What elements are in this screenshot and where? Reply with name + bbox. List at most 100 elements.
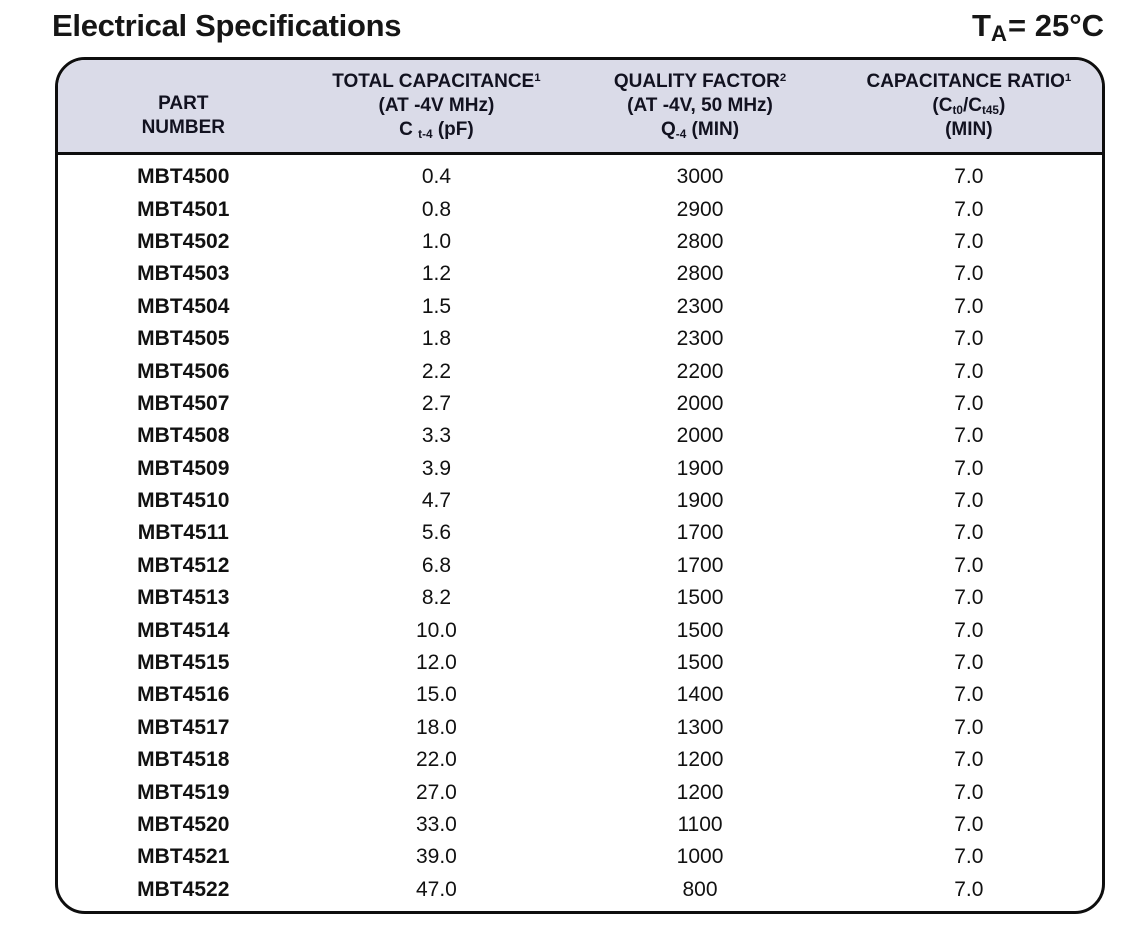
part-number-cell: MBT4503 <box>137 262 230 286</box>
column-header-total-capacitance: TOTAL CAPACITANCE1 (AT -4V MHz) C t-4 (pF) <box>332 70 541 142</box>
capacitance-ratio-cell: 7.0 <box>954 651 984 675</box>
total-capacitance-cell: 3.3 <box>421 424 452 448</box>
table-row: MBT4502 1.0 2800 7.0 <box>58 226 1102 258</box>
total-capacitance-cell: 3.9 <box>421 456 452 480</box>
capacitance-ratio-cell: 7.0 <box>954 683 984 707</box>
capacitance-ratio-cell: 7.0 <box>954 197 984 221</box>
table-row: MBT4510 4.7 1900 7.0 <box>58 485 1102 517</box>
capacitance-ratio-cell: 7.0 <box>954 877 984 901</box>
total-capacitance-cell: 5.6 <box>421 521 452 545</box>
quality-factor-cell: 1500 <box>676 618 724 642</box>
capacitance-ratio-cell: 7.0 <box>954 229 984 253</box>
part-number-cell: MBT4500 <box>137 165 230 189</box>
quality-factor-cell: 1500 <box>676 586 724 610</box>
table-row: MBT4512 6.8 1700 7.0 <box>58 550 1102 582</box>
part-number-cell: MBT4514 <box>137 618 230 642</box>
column-header-quality-factor: QUALITY FACTOR2 (AT -4V, 50 MHz) Q-4 (MIN) <box>613 70 787 142</box>
part-number-cell: MBT4521 <box>137 845 230 869</box>
capacitance-ratio-cell: 7.0 <box>954 521 984 545</box>
capacitance-ratio-cell: 7.0 <box>954 748 984 772</box>
capacitance-ratio-cell: 7.0 <box>954 715 984 739</box>
column-header-part-number: PART NUMBER <box>141 92 225 138</box>
part-number-cell: MBT4502 <box>137 229 230 253</box>
quality-factor-cell: 2800 <box>676 229 724 253</box>
quality-factor-cell: 2300 <box>676 327 724 351</box>
quality-factor-cell: 1900 <box>676 489 724 513</box>
total-capacitance-cell: 0.4 <box>421 165 452 189</box>
quality-factor-cell: 1300 <box>676 715 724 739</box>
total-capacitance-cell: 1.0 <box>421 229 452 253</box>
table-row: MBT4519 27.0 1200 7.0 <box>58 776 1102 808</box>
quality-factor-cell: 1100 <box>677 813 723 836</box>
part-number-cell: MBT4512 <box>137 553 230 577</box>
total-capacitance-cell: 22.0 <box>415 748 457 772</box>
part-number-cell: MBT4501 <box>137 197 230 221</box>
quality-factor-cell: 2900 <box>676 197 724 221</box>
part-number-cell: MBT4511 <box>137 521 229 545</box>
quality-factor-cell: 2800 <box>676 262 724 286</box>
quality-factor-cell: 3000 <box>676 165 724 189</box>
page-title: Electrical Specifications <box>52 8 402 43</box>
table-row: MBT4514 10.0 1500 7.0 <box>58 614 1102 646</box>
table-row: MBT4513 8.2 1500 7.0 <box>58 582 1102 614</box>
total-capacitance-cell: 18.0 <box>415 715 457 739</box>
capacitance-ratio-cell: 7.0 <box>954 359 984 383</box>
quality-factor-cell: 2000 <box>676 424 724 448</box>
electrical-specifications-table: PART NUMBER TOTAL CAPACITANCE1 (AT -4V MHz… <box>55 57 1105 914</box>
quality-factor-cell: 1500 <box>676 651 724 675</box>
total-capacitance-cell: 1.8 <box>421 327 452 351</box>
table-row: MBT4518 22.0 1200 7.0 <box>58 744 1102 776</box>
part-number-cell: MBT4510 <box>137 489 230 513</box>
capacitance-ratio-cell: 7.0 <box>954 424 984 448</box>
capacitance-ratio-cell: 7.0 <box>954 327 984 351</box>
capacitance-ratio-cell: 7.0 <box>954 294 984 318</box>
part-number-cell: MBT4505 <box>137 327 230 351</box>
table-row: MBT4508 3.3 2000 7.0 <box>58 420 1102 452</box>
capacitance-ratio-cell: 7.0 <box>954 586 984 610</box>
total-capacitance-cell: 8.2 <box>421 586 452 610</box>
temperature-value: = 25°C <box>1008 8 1104 43</box>
capacitance-ratio-cell: 7.0 <box>954 456 984 480</box>
quality-factor-cell: 1200 <box>676 748 724 772</box>
table-row: MBT4516 15.0 1400 7.0 <box>58 679 1102 711</box>
temperature-symbol: T <box>971 8 991 43</box>
page-header: Electrical Specifications TA= 25°C <box>0 0 1148 46</box>
total-capacitance-cell: 2.7 <box>421 391 452 415</box>
quality-factor-cell: 2000 <box>676 391 724 415</box>
total-capacitance-cell: 6.8 <box>421 553 452 577</box>
column-header-capacitance-ratio: CAPACITANCE RATIO1 (Ct0/Ct45) (MIN) <box>866 70 1072 141</box>
capacitance-ratio-cell: 7.0 <box>954 553 984 577</box>
total-capacitance-cell: 47.0 <box>415 877 457 901</box>
capacitance-ratio-cell: 7.0 <box>954 813 984 836</box>
part-number-cell: MBT4504 <box>137 294 230 318</box>
part-number-cell: MBT4520 <box>137 813 230 836</box>
capacitance-ratio-cell: 7.0 <box>954 489 984 513</box>
capacitance-ratio-cell: 7.0 <box>954 618 984 642</box>
total-capacitance-cell: 4.7 <box>421 489 452 513</box>
table-body: MBT4500 0.4 3000 7.0 MBT4501 0.8 2900 7.… <box>58 155 1102 906</box>
quality-factor-cell: 1900 <box>676 456 724 480</box>
quality-factor-cell: 1700 <box>676 553 724 577</box>
table-row: MBT4503 1.2 2800 7.0 <box>58 258 1102 290</box>
total-capacitance-cell: 1.5 <box>421 294 452 318</box>
temperature-subscript: A <box>990 20 1008 46</box>
total-capacitance-cell: 0.8 <box>421 197 452 221</box>
part-number-cell: MBT4508 <box>137 424 230 448</box>
table-row: MBT4517 18.0 1300 7.0 <box>58 712 1102 744</box>
quality-factor-cell: 1000 <box>676 845 724 869</box>
capacitance-ratio-cell: 7.0 <box>954 780 984 804</box>
table-row: MBT4515 12.0 1500 7.0 <box>58 647 1102 679</box>
total-capacitance-cell: 39.0 <box>415 845 457 869</box>
quality-factor-cell: 1400 <box>676 683 724 707</box>
total-capacitance-cell: 12.0 <box>415 651 457 675</box>
table-row: MBT4511 5.6 1700 7.0 <box>58 517 1102 549</box>
capacitance-ratio-cell: 7.0 <box>954 262 984 286</box>
table-header-row: PART NUMBER TOTAL CAPACITANCE1 (AT -4V MHz… <box>58 60 1102 155</box>
quality-factor-cell: 2300 <box>676 294 724 318</box>
part-number-cell: MBT4506 <box>137 359 230 383</box>
total-capacitance-cell: 10.0 <box>415 618 457 642</box>
part-number-cell: MBT4519 <box>137 780 230 804</box>
table-row: MBT4520 33.0 1100 7.0 <box>58 809 1102 841</box>
total-capacitance-cell: 15.0 <box>415 683 457 707</box>
part-number-cell: MBT4507 <box>137 391 230 415</box>
